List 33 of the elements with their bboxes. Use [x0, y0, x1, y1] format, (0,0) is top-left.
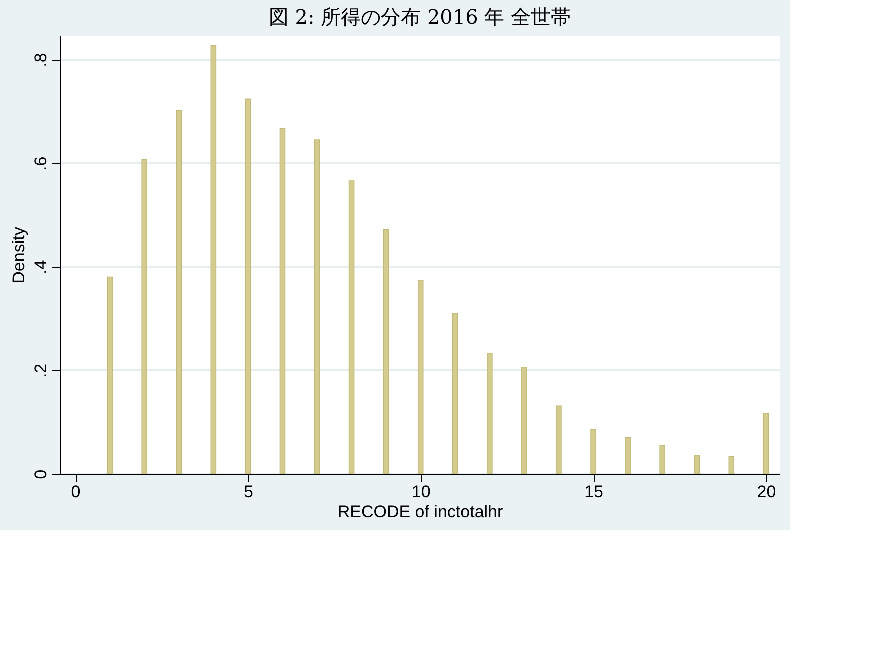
x-tick-label: 5: [244, 482, 254, 502]
bar: [107, 276, 113, 474]
chart-title: 図 2: 所得の分布 2016 年 全世帯: [268, 5, 572, 29]
y-tick-label: 0: [32, 470, 50, 480]
x-tick-label: 15: [584, 482, 604, 502]
bar: [763, 413, 770, 474]
bar: [210, 45, 217, 474]
x-tick-label: 0: [71, 482, 81, 502]
bar: [625, 437, 631, 474]
bar: [280, 128, 286, 474]
bar: [556, 406, 562, 474]
bar: [452, 313, 458, 474]
bar: [660, 445, 666, 474]
x-tick-label: 20: [757, 482, 776, 502]
bar: [314, 140, 320, 474]
y-tick-label: .4: [32, 260, 50, 274]
x-tick-label: 10: [412, 482, 431, 502]
y-tick-label: .2: [32, 364, 50, 378]
y-axis-title: Density: [10, 226, 28, 284]
bar: [383, 229, 390, 474]
bar: [590, 429, 596, 474]
bar: [694, 454, 700, 474]
bar: [348, 180, 355, 474]
x-axis-title: RECODE of inctotalhr: [338, 502, 504, 522]
y-tick-label: .6: [32, 156, 50, 171]
bar: [728, 456, 735, 474]
bar: [245, 98, 252, 474]
y-tick-label: .8: [32, 53, 50, 68]
bar: [176, 110, 182, 474]
bar: [487, 352, 493, 474]
bar: [142, 159, 148, 474]
bar: [522, 366, 528, 474]
bar: [418, 280, 424, 474]
